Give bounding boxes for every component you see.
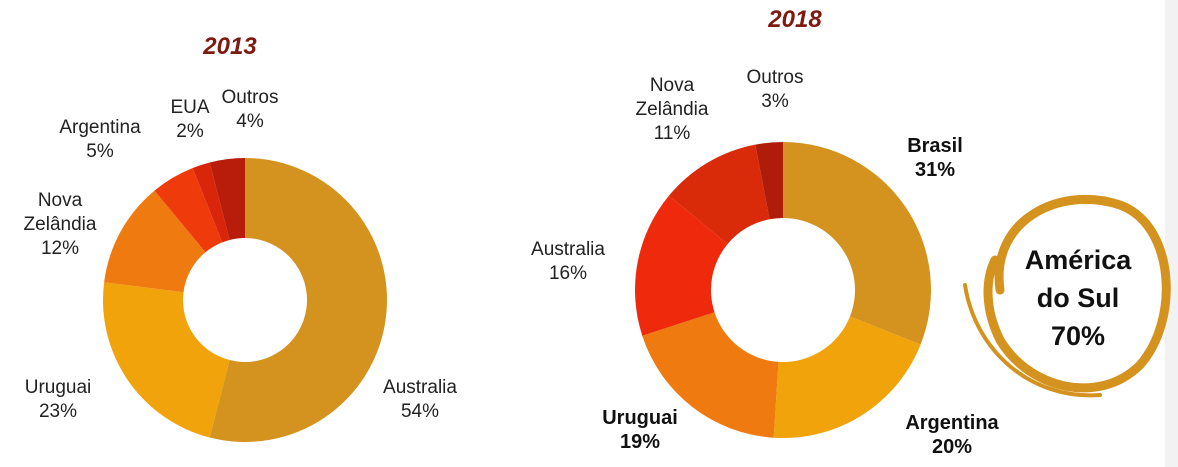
category-label: Outros [725, 66, 825, 90]
category-label: Nova Zelândia [622, 74, 722, 122]
category-label: Outros [200, 86, 300, 110]
donut-segment [103, 282, 230, 437]
page: 2013Australia54%Uruguai23%Nova Zelândia1… [0, 0, 1178, 467]
category-label: Brasil [885, 134, 985, 158]
value-label: 16% [518, 262, 618, 286]
category-label: Australia [518, 238, 618, 262]
value-label: 3% [725, 90, 825, 114]
annotation: América do Sul 70% [1018, 241, 1138, 355]
chart-title: 2013 [203, 33, 256, 61]
value-label: 23% [8, 400, 108, 424]
value-label: 11% [622, 122, 722, 146]
category-label: Nova Zelândia [10, 189, 110, 237]
value-label: 5% [50, 140, 150, 164]
category-label: Uruguai [8, 376, 108, 400]
value-label: 31% [885, 158, 985, 182]
category-label: Australia [370, 376, 470, 400]
category-label: Argentina [902, 411, 1002, 435]
value-label: 4% [200, 110, 300, 134]
side-strip [1165, 0, 1178, 467]
chart [0, 0, 1178, 467]
value-label: 54% [370, 400, 470, 424]
value-label: 20% [902, 435, 1002, 459]
value-label: 19% [590, 430, 690, 454]
value-label: 12% [10, 237, 110, 261]
category-label: Argentina [50, 116, 150, 140]
category-label: Uruguai [590, 406, 690, 430]
chart-title: 2018 [768, 6, 821, 34]
